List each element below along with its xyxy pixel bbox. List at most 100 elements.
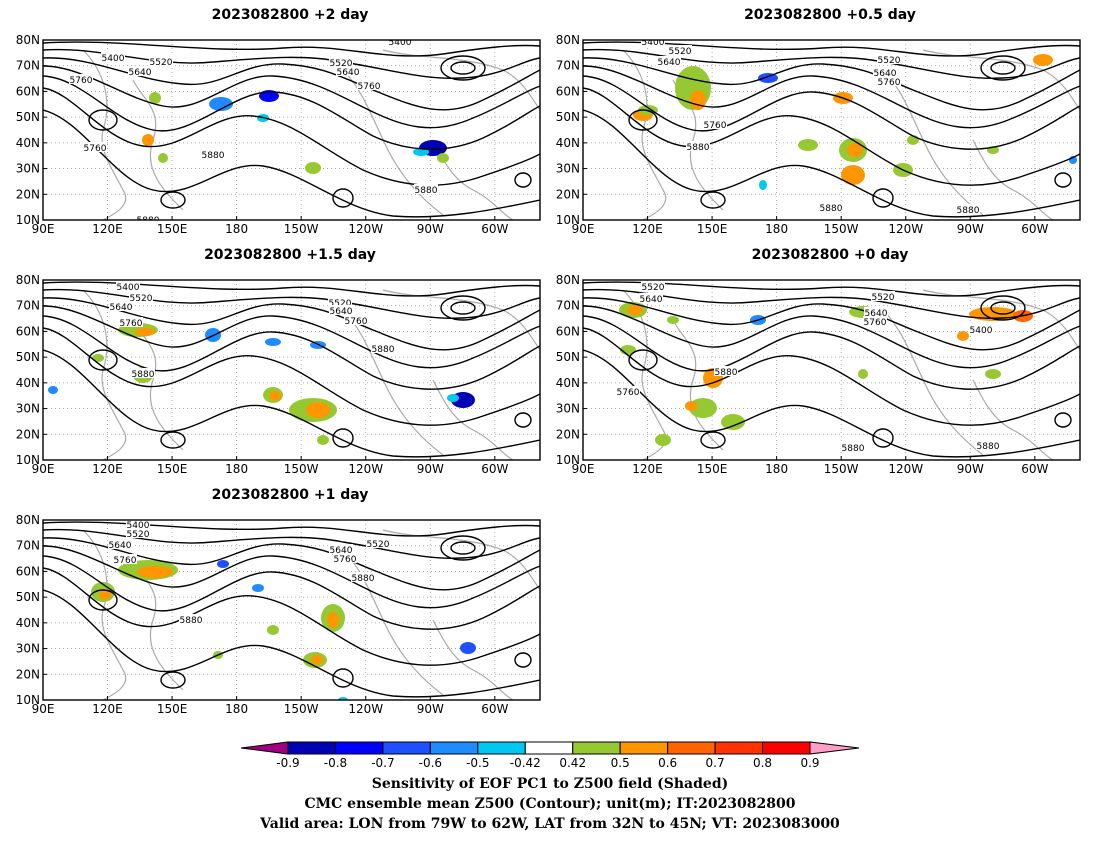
contour-label: 5400 bbox=[642, 38, 665, 48]
colorbar-swatch bbox=[429, 741, 479, 755]
contour-label: 5880 bbox=[957, 206, 980, 216]
lon-tick-label: 120E bbox=[92, 222, 123, 236]
sensitivity-shading bbox=[311, 655, 323, 665]
z500-contour bbox=[43, 545, 540, 609]
sensitivity-shading bbox=[99, 590, 111, 600]
contour-label: 5640 bbox=[865, 309, 888, 319]
sensitivity-shading bbox=[690, 90, 706, 110]
lat-tick-label: 50N bbox=[16, 350, 40, 364]
z500-contour bbox=[88, 349, 118, 371]
lon-tick-label: 60W bbox=[1021, 462, 1048, 476]
lon-tick-label: 150W bbox=[284, 222, 319, 236]
contour-label: 5520 bbox=[872, 293, 895, 303]
contour-label: 5880 bbox=[415, 186, 438, 196]
z500-contour bbox=[332, 668, 354, 688]
z500-contour bbox=[1054, 412, 1072, 428]
coastline bbox=[622, 49, 667, 220]
sensitivity-shading bbox=[437, 153, 449, 163]
lat-tick-label: 40N bbox=[556, 376, 580, 390]
colorbar-swatch bbox=[714, 741, 764, 755]
contour-label: 5760 bbox=[864, 318, 887, 328]
map-frame bbox=[42, 39, 541, 221]
sensitivity-shading bbox=[217, 560, 229, 568]
lon-tick-label: 90E bbox=[572, 222, 595, 236]
lon-tick-label: 180 bbox=[225, 462, 248, 476]
sensitivity-shading bbox=[847, 143, 863, 157]
sensitivity-shading bbox=[338, 697, 348, 700]
z500-contour bbox=[43, 41, 540, 57]
z500-contour bbox=[583, 75, 1080, 150]
contour-label: 5640 bbox=[330, 546, 353, 556]
contour-label: 5760 bbox=[878, 78, 901, 88]
lon-tick-label: 120W bbox=[888, 222, 923, 236]
contour-label: 5640 bbox=[129, 68, 152, 78]
lat-tick-label: 30N bbox=[16, 162, 40, 176]
contour-label: 5640 bbox=[337, 68, 360, 78]
coastline bbox=[432, 379, 514, 460]
lat-tick-label: 70N bbox=[16, 59, 40, 73]
colorbar-tick-label: 0.9 bbox=[800, 756, 819, 770]
lat-tick-label: 80N bbox=[16, 273, 40, 287]
lon-tick-label: 90E bbox=[32, 462, 55, 476]
coastline bbox=[82, 529, 127, 700]
lat-tick-label: 20N bbox=[556, 427, 580, 441]
lon-tick-label: 150W bbox=[284, 702, 319, 716]
coastline bbox=[922, 289, 1080, 351]
sensitivity-shading bbox=[460, 642, 476, 654]
lon-tick-label: 150W bbox=[284, 462, 319, 476]
lat-tick-label: 60N bbox=[16, 324, 40, 338]
z500-contour bbox=[43, 528, 540, 559]
lon-tick-label: 120W bbox=[348, 222, 383, 236]
lat-tick-label: 20N bbox=[16, 427, 40, 441]
lon-tick-label: 60W bbox=[481, 702, 508, 716]
lon-tick-label: 120E bbox=[92, 462, 123, 476]
sensitivity-shading bbox=[447, 394, 459, 402]
sensitivity-shading bbox=[317, 435, 329, 445]
lat-tick-label: 50N bbox=[16, 590, 40, 604]
lon-tick-label: 150W bbox=[824, 222, 859, 236]
colorbar-swatch bbox=[619, 741, 669, 755]
coastline bbox=[342, 69, 444, 216]
z500-contour bbox=[583, 327, 1080, 426]
contour-label: 5400 bbox=[117, 283, 140, 293]
coastline bbox=[82, 49, 127, 220]
z500-contour bbox=[700, 191, 726, 209]
contour-label: 5640 bbox=[658, 58, 681, 68]
sensitivity-shading bbox=[655, 434, 671, 446]
sensitivity-shading bbox=[985, 369, 1001, 379]
lon-tick-label: 90W bbox=[957, 462, 984, 476]
contour-label: 5880 bbox=[137, 216, 160, 226]
contour-label: 5760 bbox=[84, 144, 107, 154]
sensitivity-shading bbox=[327, 612, 339, 628]
contour-label: 5400 bbox=[102, 54, 125, 64]
contour-label: 5880 bbox=[842, 444, 865, 454]
lon-tick-label: 90W bbox=[417, 222, 444, 236]
z500-contour bbox=[88, 109, 118, 131]
z500-contour bbox=[43, 75, 540, 150]
z500-contour bbox=[990, 301, 1016, 315]
contour-label: 5880 bbox=[132, 370, 155, 380]
z500-contour bbox=[43, 109, 540, 218]
contour-label: 5520 bbox=[329, 299, 352, 309]
colorbar-swatch bbox=[524, 741, 574, 755]
map-frame bbox=[582, 279, 1081, 461]
sensitivity-shading bbox=[306, 402, 330, 418]
colorbar-swatch bbox=[334, 741, 384, 755]
colorbar-tick-label: -0.42 bbox=[510, 756, 541, 770]
colorbar-swatch bbox=[667, 741, 716, 755]
z500-contour bbox=[514, 172, 532, 188]
z500-contour bbox=[628, 109, 658, 131]
lat-tick-label: 30N bbox=[556, 402, 580, 416]
coastline bbox=[342, 309, 444, 456]
lat-tick-label: 10N bbox=[556, 453, 580, 467]
z500-contour bbox=[43, 281, 540, 297]
contour-label: 5520 bbox=[150, 58, 173, 68]
sensitivity-shading bbox=[305, 162, 321, 174]
lon-tick-label: 120W bbox=[888, 462, 923, 476]
lat-tick-label: 40N bbox=[16, 616, 40, 630]
sensitivity-shading bbox=[758, 73, 778, 83]
lon-tick-label: 60W bbox=[481, 462, 508, 476]
